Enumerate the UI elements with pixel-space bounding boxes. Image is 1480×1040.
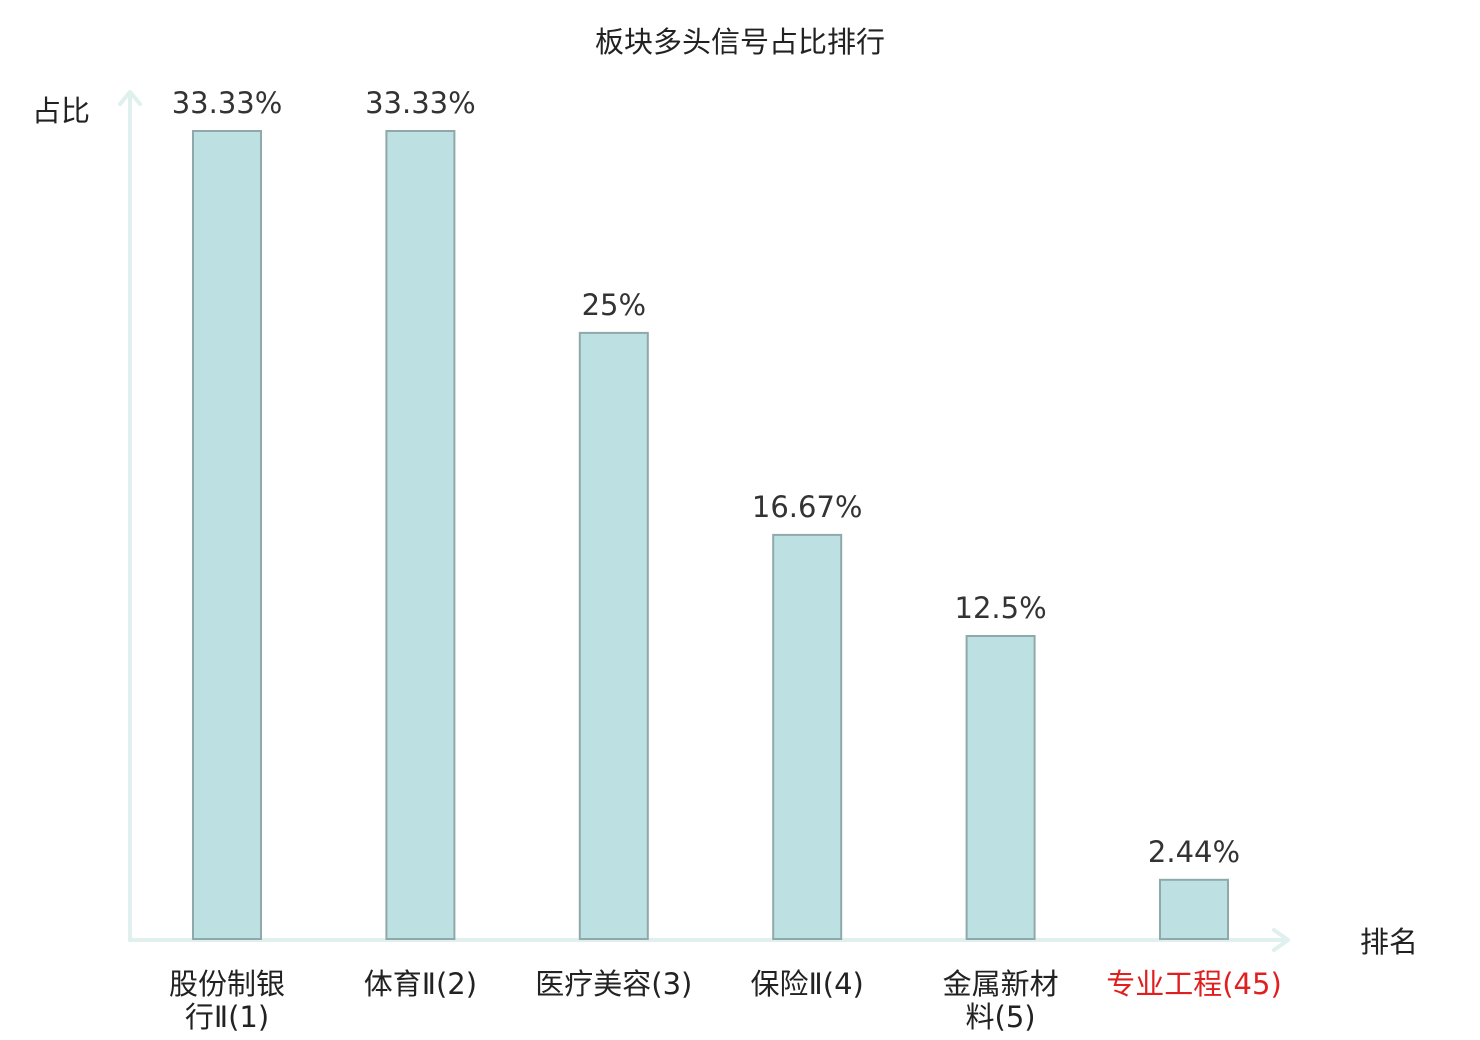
- category-labels-group: 股份制银行Ⅱ(1) 体育Ⅱ(2) 医疗美容(3) 保险Ⅱ(4) 金属新材料(5) 专业工程…: [169, 967, 1282, 1034]
- value-label-6: 2.44%: [1148, 835, 1240, 869]
- bar-2: [385, 130, 456, 940]
- value-label-5: 12.5%: [955, 591, 1047, 625]
- category-label-line: 医疗美容(3): [535, 967, 692, 1001]
- category-label-3: 医疗美容(3): [535, 967, 692, 1001]
- value-label-2: 33.33%: [365, 86, 476, 120]
- value-labels-group: 33.33% 33.33% 25% 16.67% 12.5% 2.44%: [172, 86, 1240, 869]
- category-label-5: 金属新材料(5): [943, 967, 1059, 1034]
- chart-title: 板块多头信号占比排行: [595, 25, 885, 59]
- bars-group: [192, 130, 1229, 941]
- category-label-2: 体育Ⅱ(2): [364, 967, 477, 1001]
- category-label-6: 专业工程(45): [1106, 967, 1282, 1001]
- bar-4: [772, 533, 843, 941]
- value-label-1: 33.33%: [172, 86, 283, 120]
- value-label-4: 16.67%: [752, 490, 863, 524]
- category-label-1: 股份制银行Ⅱ(1): [169, 967, 285, 1034]
- bar-1: [192, 130, 262, 940]
- y-axis-label: 占比: [32, 94, 90, 128]
- category-label-4: 保险Ⅱ(4): [751, 967, 864, 1001]
- category-label-line: 金属新材: [943, 967, 1059, 1001]
- axes: [118, 90, 1290, 952]
- bar-3: [578, 331, 649, 940]
- category-label-line: 料(5): [966, 1000, 1036, 1034]
- category-label-line: 专业工程(45): [1106, 967, 1282, 1001]
- category-label-line: 股份制银: [169, 967, 285, 1001]
- category-label-line: 体育Ⅱ(2): [364, 967, 477, 1001]
- y-axis-arrow-icon: [118, 90, 142, 106]
- bar-6: [1159, 878, 1229, 940]
- x-axis-arrow-icon: [1272, 928, 1290, 952]
- bar-5: [965, 635, 1036, 940]
- x-axis-label: 排名: [1360, 925, 1418, 959]
- category-label-line: 保险Ⅱ(4): [751, 967, 864, 1001]
- category-label-line: 行Ⅱ(1): [185, 1000, 269, 1034]
- value-label-3: 25%: [582, 288, 646, 322]
